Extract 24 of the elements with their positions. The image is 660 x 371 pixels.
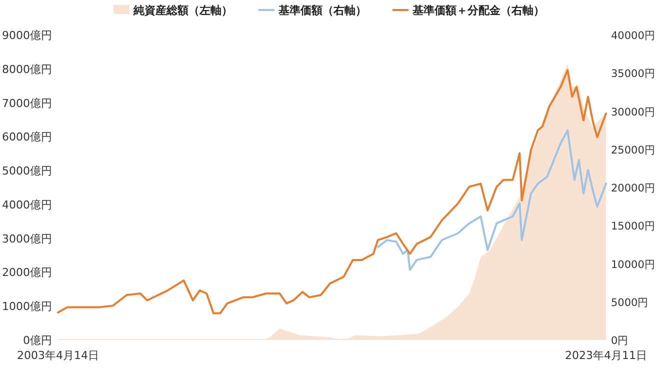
- y-tick-label: 0億円: [23, 334, 52, 347]
- y-tick-label: 2000億円: [2, 266, 52, 280]
- y2-tick-label: 25000円: [611, 144, 656, 156]
- y2-tick-label: 15000円: [611, 220, 656, 233]
- y-tick-label: 8000億円: [2, 62, 52, 76]
- y2-tick-label: 0円: [611, 335, 629, 347]
- y2-tick-label: 30000円: [611, 106, 656, 118]
- y-tick-label: 4000億円: [2, 198, 52, 212]
- y2-tick-label: 20000円: [611, 182, 656, 194]
- y2-tick-label: 10000円: [611, 258, 656, 271]
- legend-label: 純資産総額（左軸）: [132, 4, 232, 17]
- legend-label: 基準価額＋分配金（右軸）: [412, 4, 544, 17]
- y-tick-label: 9000億円: [2, 29, 52, 42]
- y2-tick-label: 35000円: [611, 68, 656, 80]
- x-tick-label: 2003年4月14日: [17, 349, 99, 362]
- x-tick-label: 2023年4月11日: [565, 349, 647, 362]
- y2-tick-label: 5000円: [611, 296, 649, 309]
- y-tick-label: 7000億円: [2, 96, 52, 110]
- legend-label: 基準価額（右軸）: [278, 4, 366, 17]
- y2-tick-label: 40000円: [611, 30, 656, 42]
- y-tick-label: 3000億円: [2, 232, 52, 246]
- y-tick-label: 6000億円: [2, 130, 52, 144]
- y-tick-label: 5000億円: [2, 164, 52, 178]
- y-tick-label: 1000億円: [2, 300, 52, 314]
